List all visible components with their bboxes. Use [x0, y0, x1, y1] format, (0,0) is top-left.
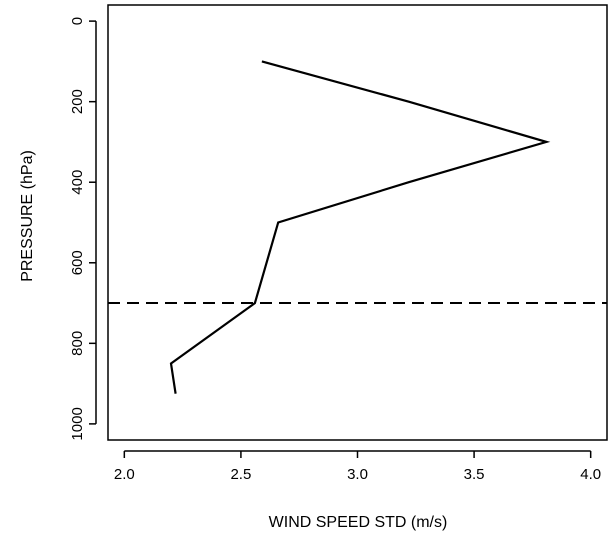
y-tick-label: 200 — [69, 89, 86, 114]
y-tick-label: 400 — [69, 170, 86, 195]
x-tick-label: 4.0 — [580, 466, 601, 483]
y-tick-label: 1000 — [69, 407, 86, 440]
y-tick-label: 0 — [69, 17, 86, 25]
y-tick-label: 600 — [69, 250, 86, 275]
x-axis-label: WIND SPEED STD (m/s) — [269, 514, 448, 531]
x-tick-label: 2.0 — [114, 466, 135, 483]
wind-speed-std-line — [171, 61, 546, 393]
y-tick-label: 800 — [69, 331, 86, 356]
x-tick-label: 3.0 — [347, 466, 368, 483]
x-tick-label: 3.5 — [464, 466, 485, 483]
plot-frame — [108, 5, 607, 440]
x-tick-label: 2.5 — [230, 466, 251, 483]
y-axis-label: PRESSURE (hPa) — [19, 150, 36, 282]
